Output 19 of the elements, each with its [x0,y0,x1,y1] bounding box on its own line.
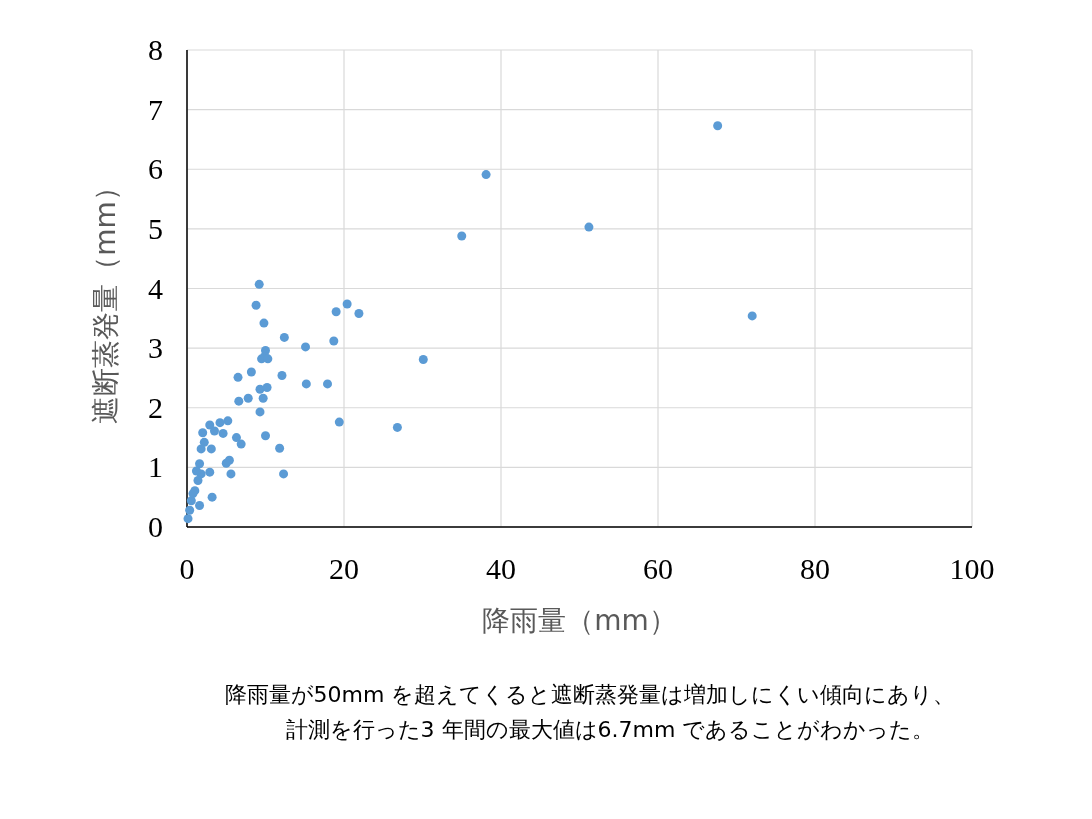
x-tick-label: 100 [949,552,995,585]
text: 降雨量が50mm を超えてくると遮断蒸発量は増加しにくい傾向にあり、 [224,682,956,707]
y-tick-label: 3 [148,331,163,365]
y-tick-label: 7 [148,92,163,126]
x-tick-label: 80 [800,552,830,585]
text: 計測を行った3 年間の最大値は6.7mm であることがわかった。 [285,717,935,742]
y-tick-label: 5 [148,211,163,245]
y-tick-label: 0 [148,510,163,543]
x-tick-label: 60 [643,552,673,585]
x-tick-label: 0 [179,552,195,585]
x-axis-title: 降雨量（mm） [482,604,677,637]
x-tick-label: 40 [486,552,516,585]
x-tick-label: 20 [329,552,359,585]
y-tick-label: 2 [148,390,163,424]
y-tick-label: 1 [148,450,163,484]
y-tick-label: 4 [148,271,163,305]
y-axis-title: 遮断蒸発量（mm） [89,173,122,424]
y-tick-label: 6 [148,152,163,186]
y-tick-label: 8 [148,33,163,66]
